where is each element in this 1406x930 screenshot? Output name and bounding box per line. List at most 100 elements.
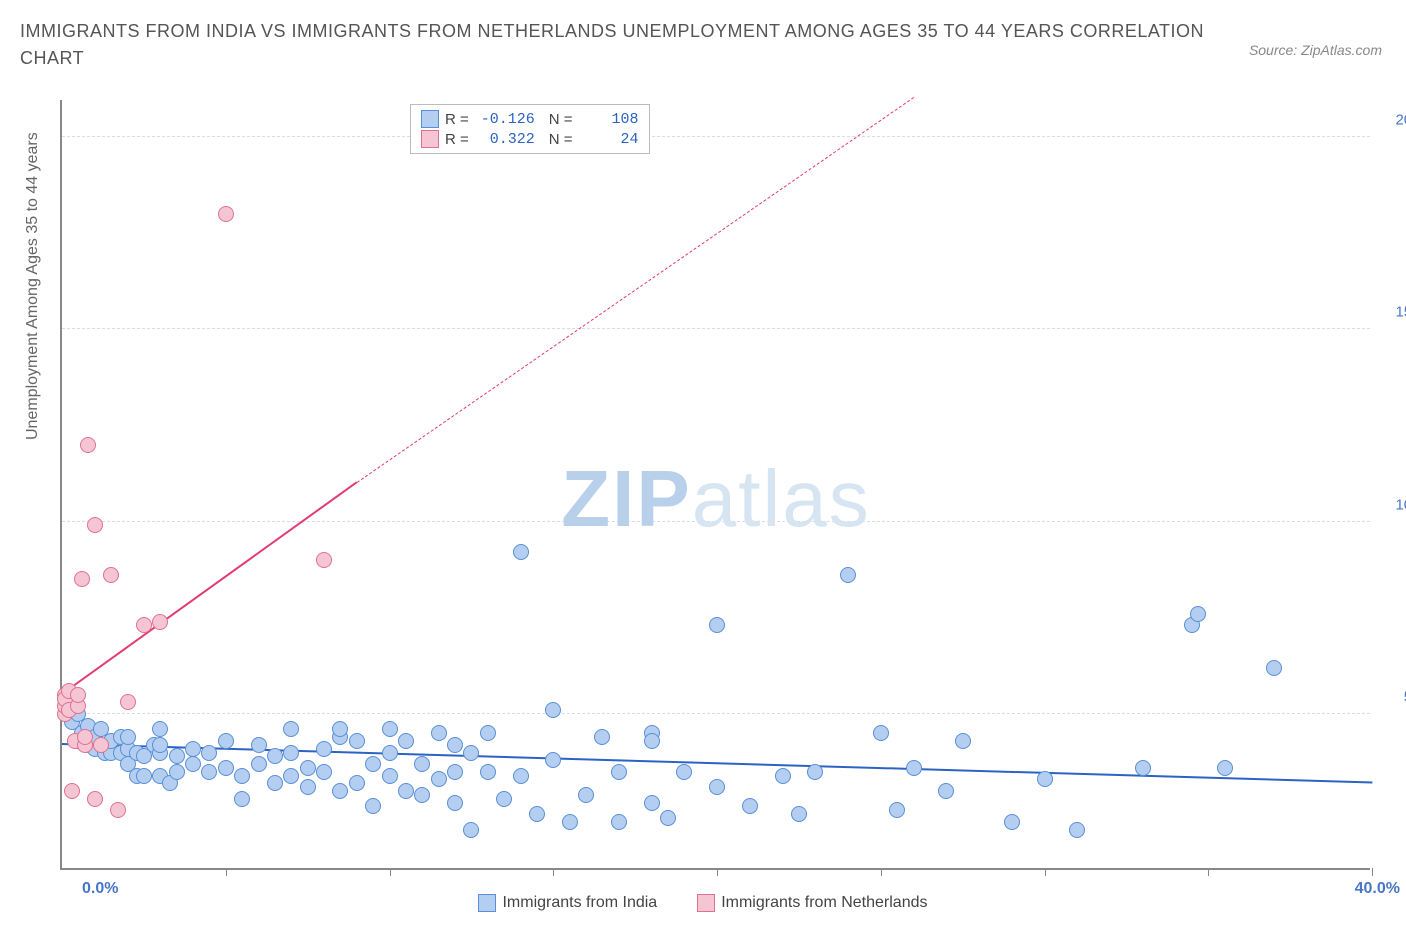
watermark: ZIPatlas — [561, 453, 870, 545]
point-india — [611, 764, 627, 780]
point-india — [578, 787, 594, 803]
trend-line — [61, 481, 357, 694]
correlation-row-india: R = -0.126 N = 108 — [421, 109, 639, 129]
point-india — [889, 802, 905, 818]
y-tick-label: 5.0% — [1378, 689, 1406, 706]
point-india — [938, 783, 954, 799]
point-india — [152, 721, 168, 737]
legend-label-netherlands: Immigrants from Netherlands — [721, 894, 927, 912]
point-india — [185, 756, 201, 772]
point-india — [283, 768, 299, 784]
point-netherlands — [110, 802, 126, 818]
x-tick — [1372, 868, 1373, 876]
x-tick — [226, 868, 227, 876]
x-tick — [553, 868, 554, 876]
point-india — [300, 760, 316, 776]
point-netherlands — [64, 783, 80, 799]
point-india — [251, 756, 267, 772]
r-label: R = — [445, 131, 469, 148]
point-india — [1190, 606, 1206, 622]
point-india — [807, 764, 823, 780]
point-india — [873, 725, 889, 741]
y-axis-label: Unemployment Among Ages 35 to 44 years — [24, 132, 42, 440]
point-india — [365, 756, 381, 772]
point-india — [791, 806, 807, 822]
gridline-h — [62, 136, 1370, 137]
point-india — [201, 745, 217, 761]
scatter-plot: ZIPatlas 0.0% 40.0% 5.0%10.0%15.0%20.0% — [60, 100, 1370, 870]
point-india — [1135, 760, 1151, 776]
legend-item-india: Immigrants from India — [478, 894, 657, 912]
swatch-india — [421, 110, 439, 128]
point-india — [562, 814, 578, 830]
point-india — [742, 798, 758, 814]
point-india — [283, 721, 299, 737]
point-india — [463, 745, 479, 761]
point-india — [1069, 822, 1085, 838]
point-india — [1217, 760, 1233, 776]
point-netherlands — [74, 571, 90, 587]
point-india — [136, 768, 152, 784]
point-netherlands — [87, 517, 103, 533]
point-india — [201, 764, 217, 780]
point-netherlands — [218, 206, 234, 222]
gridline-h — [62, 328, 1370, 329]
swatch-india — [478, 894, 496, 912]
y-tick-label: 15.0% — [1378, 304, 1406, 321]
point-netherlands — [152, 614, 168, 630]
point-india — [251, 737, 267, 753]
point-india — [185, 741, 201, 757]
point-india — [447, 737, 463, 753]
point-india — [644, 795, 660, 811]
point-india — [463, 822, 479, 838]
swatch-netherlands — [697, 894, 715, 912]
point-india — [267, 775, 283, 791]
point-india — [1266, 660, 1282, 676]
point-india — [398, 733, 414, 749]
gridline-h — [62, 521, 1370, 522]
point-india — [644, 733, 660, 749]
point-netherlands — [87, 791, 103, 807]
point-india — [906, 760, 922, 776]
n-label: N = — [549, 131, 573, 148]
n-value-india: 108 — [579, 111, 639, 128]
point-india — [365, 798, 381, 814]
point-india — [234, 791, 250, 807]
n-value-netherlands: 24 — [579, 131, 639, 148]
point-india — [332, 783, 348, 799]
point-netherlands — [120, 694, 136, 710]
point-india — [447, 764, 463, 780]
point-india — [332, 721, 348, 737]
point-india — [513, 768, 529, 784]
point-india — [316, 741, 332, 757]
x-tick — [390, 868, 391, 876]
point-india — [169, 764, 185, 780]
point-netherlands — [70, 687, 86, 703]
point-india — [1004, 814, 1020, 830]
point-india — [349, 733, 365, 749]
point-india — [234, 768, 250, 784]
legend-item-netherlands: Immigrants from Netherlands — [697, 894, 927, 912]
point-india — [545, 752, 561, 768]
y-tick-label: 20.0% — [1378, 111, 1406, 128]
gridline-h — [62, 713, 1370, 714]
x-tick — [881, 868, 882, 876]
point-india — [120, 729, 136, 745]
y-tick-label: 10.0% — [1378, 496, 1406, 513]
chart-title: IMMIGRANTS FROM INDIA VS IMMIGRANTS FROM… — [20, 18, 1206, 72]
x-tick — [1208, 868, 1209, 876]
r-label: R = — [445, 111, 469, 128]
point-india — [709, 617, 725, 633]
source-label: Source: ZipAtlas.com — [1249, 42, 1382, 58]
point-india — [611, 814, 627, 830]
r-value-netherlands: 0.322 — [475, 131, 535, 148]
point-india — [283, 745, 299, 761]
legend-label-india: Immigrants from India — [502, 894, 657, 912]
point-india — [496, 791, 512, 807]
point-india — [660, 810, 676, 826]
point-india — [398, 783, 414, 799]
swatch-netherlands — [421, 130, 439, 148]
point-india — [152, 737, 168, 753]
point-india — [431, 771, 447, 787]
point-india — [955, 733, 971, 749]
